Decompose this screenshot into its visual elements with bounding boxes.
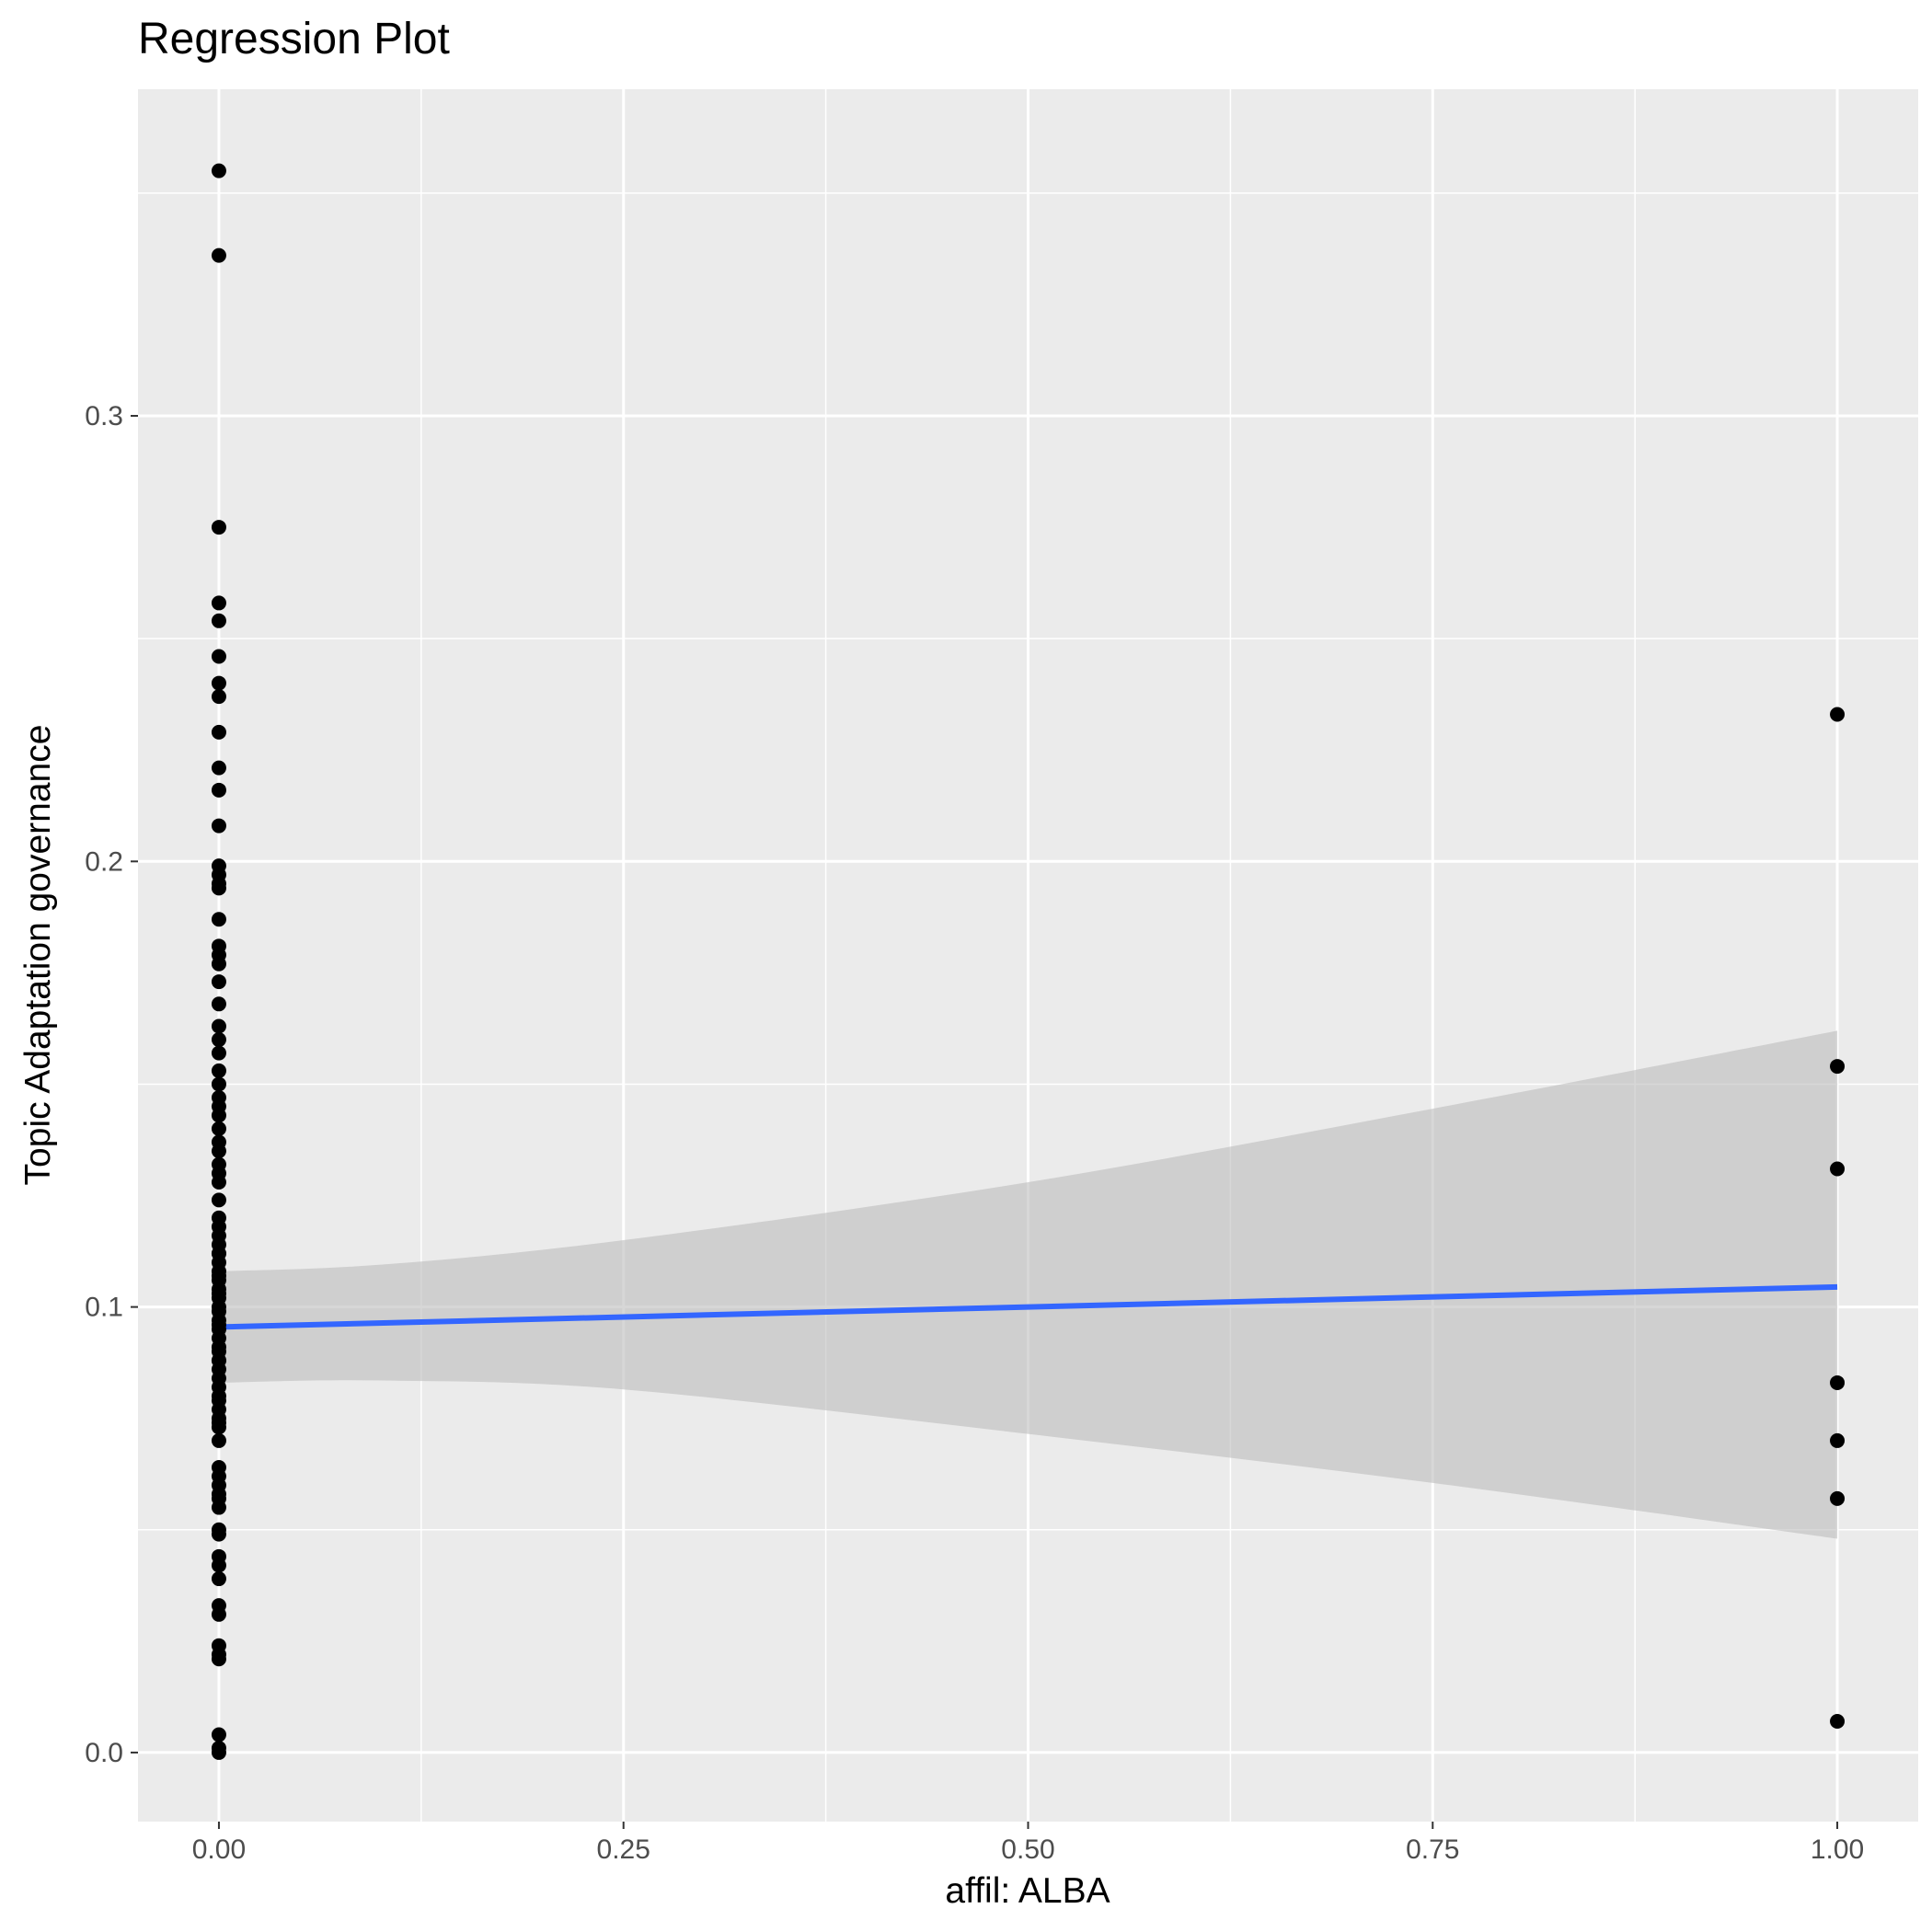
x-tick-label: 0.25 <box>597 1834 650 1865</box>
data-point <box>211 1045 226 1061</box>
regression-line <box>218 1283 1838 1330</box>
data-point <box>211 724 226 740</box>
data-point <box>211 1063 226 1078</box>
data-point <box>211 782 226 798</box>
data-point <box>211 1727 226 1742</box>
data-point <box>211 595 226 611</box>
data-point <box>211 996 226 1012</box>
data-point <box>1830 1161 1846 1177</box>
data-point <box>211 1246 226 1261</box>
x-tick-label: 0.75 <box>1406 1834 1459 1865</box>
data-point <box>211 1526 226 1542</box>
y-tick-label: 0.0 <box>85 1738 123 1768</box>
data-point <box>211 1018 226 1034</box>
data-point <box>211 1432 226 1448</box>
y-tick-label: 0.3 <box>85 401 123 431</box>
data-point <box>211 1606 226 1622</box>
data-point <box>211 1108 226 1123</box>
data-point <box>211 689 226 705</box>
x-axis-label: affil: ALBA <box>945 1871 1110 1911</box>
data-point <box>211 649 226 664</box>
data-point <box>1830 1059 1846 1075</box>
confidence-band-layer <box>218 1030 1838 1539</box>
data-point <box>1830 1490 1846 1506</box>
data-point <box>211 818 226 834</box>
data-point <box>211 974 226 990</box>
data-point <box>211 760 226 776</box>
points-layer <box>211 163 1846 1760</box>
data-point <box>211 1500 226 1515</box>
x-tick-label: 1.00 <box>1811 1834 1864 1865</box>
data-point <box>211 1192 226 1208</box>
data-point <box>211 1032 226 1048</box>
data-point <box>211 675 226 691</box>
data-point <box>211 956 226 972</box>
data-point <box>211 1268 226 1283</box>
data-point <box>211 163 226 178</box>
data-point <box>211 520 226 535</box>
data-point <box>211 1388 226 1404</box>
y-tick-label: 0.1 <box>85 1293 123 1323</box>
fit-line-layer <box>218 1283 1838 1330</box>
data-point <box>211 1571 226 1587</box>
data-point <box>211 1175 226 1190</box>
y-axis: 0.0 0.1 0.2 0.3 <box>85 401 138 1768</box>
data-point <box>211 912 226 927</box>
x-axis: 0.00 0.25 0.50 0.75 1.00 <box>192 1822 1864 1865</box>
data-point <box>211 1352 226 1368</box>
data-point <box>211 1286 226 1302</box>
data-point <box>211 1076 226 1092</box>
data-point <box>1830 1432 1846 1448</box>
data-point <box>211 1744 226 1760</box>
y-axis-label: Topic Adaptation governance <box>18 725 58 1186</box>
data-point <box>211 1558 226 1573</box>
data-point <box>211 1317 226 1332</box>
data-point <box>211 613 226 628</box>
x-tick-label: 0.00 <box>192 1834 246 1865</box>
data-point <box>211 1121 226 1136</box>
data-point <box>1830 1714 1846 1730</box>
data-point <box>211 1415 226 1431</box>
chart-title: Regression Plot <box>138 15 450 63</box>
x-tick-label: 0.50 <box>1001 1834 1054 1865</box>
data-point <box>211 1144 226 1159</box>
confidence-band <box>218 1030 1838 1539</box>
data-point <box>211 880 226 896</box>
y-tick-label: 0.2 <box>85 846 123 877</box>
data-point <box>1830 707 1846 722</box>
data-point <box>1830 1374 1846 1390</box>
data-point <box>211 1651 226 1667</box>
data-point <box>211 247 226 263</box>
